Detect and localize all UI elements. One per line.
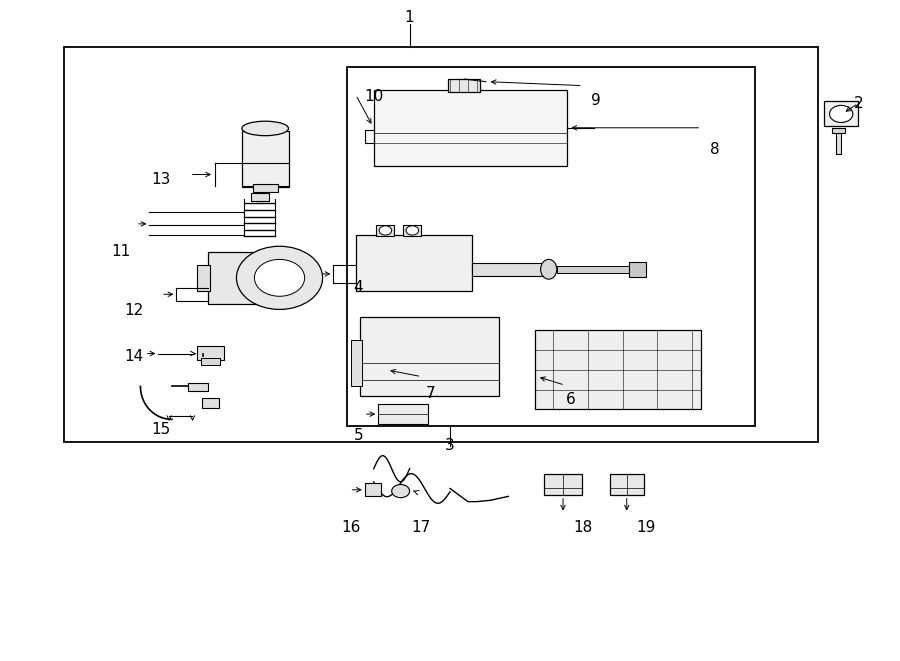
Text: 8: 8 [710,142,719,157]
Text: 19: 19 [636,520,655,535]
Bar [836,129,842,154]
Bar [197,346,224,360]
Bar [628,262,646,276]
Bar [346,67,755,426]
Text: 6: 6 [566,392,576,407]
Bar [360,317,500,397]
Text: 14: 14 [124,349,144,364]
Bar [824,101,859,126]
Bar [197,264,210,291]
Bar [242,131,289,187]
Bar [609,474,644,495]
Text: 12: 12 [124,303,144,318]
Bar [201,358,220,365]
Bar [544,474,582,495]
Circle shape [237,247,322,309]
Ellipse shape [242,121,289,136]
Text: 18: 18 [573,520,592,535]
Bar [536,330,701,409]
Text: 9: 9 [591,93,601,108]
Circle shape [830,105,853,122]
Bar [448,79,480,93]
Circle shape [379,226,392,235]
Bar [202,399,219,408]
Text: 2: 2 [853,96,863,111]
Text: 16: 16 [342,520,361,535]
Text: 13: 13 [151,172,171,186]
Circle shape [255,259,304,296]
Bar [64,48,818,442]
Bar [188,383,208,391]
Bar [251,193,269,201]
Bar [376,225,394,237]
Text: 15: 15 [151,422,171,437]
Text: 3: 3 [446,438,454,453]
Bar [374,91,567,166]
Bar [832,128,845,133]
Bar [557,266,628,272]
Bar [253,184,278,192]
Ellipse shape [541,259,557,279]
Text: 10: 10 [364,89,383,104]
Bar [364,483,381,496]
Text: 1: 1 [405,11,414,25]
Text: 7: 7 [426,385,435,401]
Bar [356,235,472,291]
Text: 17: 17 [411,520,431,535]
Bar [403,225,421,237]
Bar [208,252,262,304]
Bar [472,262,549,276]
Bar [351,340,362,387]
Text: 4: 4 [354,280,364,295]
Text: 5: 5 [354,428,364,444]
Circle shape [392,485,410,498]
Text: 11: 11 [111,244,130,259]
Circle shape [406,226,419,235]
Bar [378,405,428,424]
